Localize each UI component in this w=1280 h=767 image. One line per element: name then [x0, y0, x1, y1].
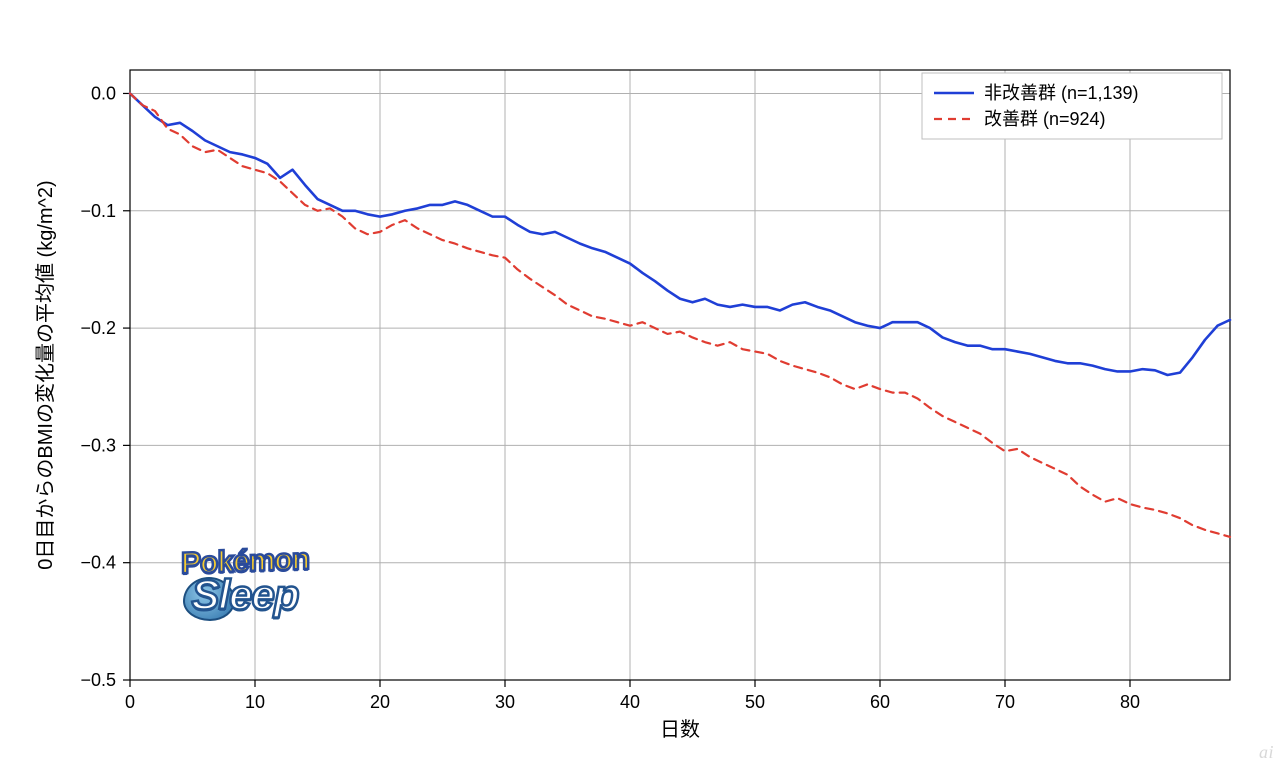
y-tick-label: −0.2 — [80, 318, 116, 338]
x-axis-label: 日数 — [660, 718, 700, 741]
x-tick-label: 10 — [245, 692, 265, 712]
x-tick-label: 80 — [1120, 692, 1140, 712]
x-tick-label: 40 — [620, 692, 640, 712]
y-tick-label: −0.5 — [80, 670, 116, 690]
y-tick-label: 0.0 — [91, 83, 116, 103]
x-tick-label: 70 — [995, 692, 1015, 712]
y-axis-label: 0日目からのBMIの変化量の平均値 (kg/m^2) — [34, 180, 57, 569]
watermark: ai — [1259, 742, 1274, 763]
x-tick-label: 60 — [870, 692, 890, 712]
x-tick-label: 20 — [370, 692, 390, 712]
bmi-change-chart: 0 10 20 30 40 50 60 70 80 −0.5 −0.4 −0.3 −0.2 −0.1 0.0… — [0, 0, 1280, 767]
y-tick-label: −0.4 — [80, 553, 116, 573]
y-tick-label: −0.1 — [80, 201, 116, 221]
legend-label: 非改善群 (n=1,139) — [984, 83, 1139, 103]
x-tick-label: 30 — [495, 692, 515, 712]
legend-label: 改善群 (n=924) — [984, 109, 1106, 129]
y-tick-label: −0.3 — [80, 435, 116, 455]
x-tick-label: 50 — [745, 692, 765, 712]
x-tick-label: 0 — [125, 692, 135, 712]
